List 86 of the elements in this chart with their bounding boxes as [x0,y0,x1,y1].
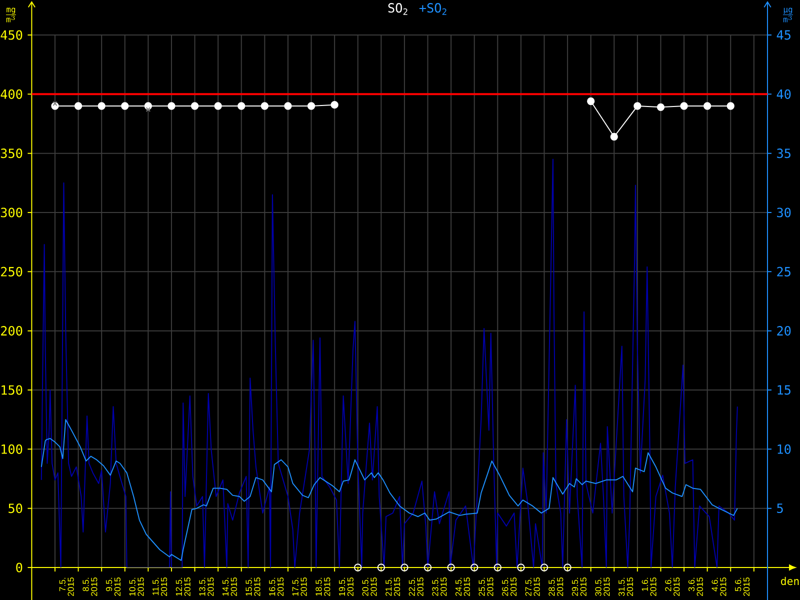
x-tick-label: 31.5. 2015 [618,577,634,596]
point [447,564,455,572]
point [634,102,642,110]
point [284,102,292,110]
x-tick-label: 13.5. 2015 [199,577,214,596]
y2-tick-label: 30 [777,208,791,218]
y-tick-label: 50 [8,504,22,514]
y2-tick-label: 45 [776,30,790,40]
point [470,564,478,572]
x-tick-label: 16.5. 2015 [269,577,284,596]
x-tick-label: 5.6. 2015 [735,577,750,596]
y2-axis-title: $\frac{\mathrm{µg}}{\mathrm{m}^{3}}$ [783,8,794,22]
y2-tick-label: 35 [777,148,790,158]
y-tick-label: 150 [2,385,22,395]
x-tick-label: 30.5. 2015 [595,577,610,596]
point [330,100,338,109]
point [121,102,129,110]
x-tick-label: 14.5. 2015 [222,577,237,596]
y2-tick-label: 10 [778,444,791,454]
y2-tick-label: 25 [777,266,790,276]
y2-tick-label: 15 [778,385,790,395]
point [587,97,595,106]
point [74,102,82,110]
point [400,564,408,572]
x-tick-label: 11.5. 2015 [152,577,168,596]
y2-tick-label: 20 [777,326,791,336]
x-tick-label: 24.5. 2015 [455,577,470,596]
y-tick-label: 450 [0,30,22,40]
point [494,564,502,572]
point [214,102,222,110]
point [424,564,432,572]
x-tick-label: 23.5. 2015 [432,577,447,596]
point [517,564,525,572]
x-tick-label: 21.5. 2015 [386,577,400,596]
x-tick-label: 27.5. 2015 [525,577,540,596]
point [307,102,316,110]
y-tick-label: 250 [1,266,22,276]
point [377,564,385,572]
line-series [40,158,738,568]
point [540,564,548,572]
point [168,102,176,110]
x-tick-label: 22.5. 2015 [408,577,424,596]
x-tick-label: 25.5. 2015 [478,577,494,596]
point [680,102,688,110]
x-tick-label: 19.5. 2015 [338,577,354,596]
x-axis-title: den [781,576,799,586]
y-tick-label: 100 [2,444,22,454]
x-tick-label: 3.6. 2015 [688,577,703,596]
point [98,102,106,110]
x-tick-label: 17.5. 2015 [292,577,307,596]
x-tick-label: 12.5. 2015 [176,577,190,596]
x-tick-label: 10.5. 2015 [129,577,144,596]
y-tick-label: 300 [0,208,22,218]
y-tick-label: 200 [1,326,22,336]
y-tick-label: 0 [16,562,22,572]
point [726,102,734,110]
x-tick-label: 20.5. 2015 [362,577,377,596]
x-tick-label: 26.5. 2015 [502,577,517,596]
point [564,564,572,572]
point [656,103,665,112]
text: +SO$_{2}$ [419,3,446,15]
point [610,132,618,141]
y2-tick-label: 40 [776,89,791,99]
x-tick-label: 2.6. 2015 [665,577,680,596]
line-series [40,419,738,561]
x-tick-label: 15.5. 2015 [246,577,260,596]
point [260,102,269,110]
y-tick-label: 400 [0,89,22,99]
x-tick-label: 4.6. 2015 [712,577,726,596]
x-tick-label: 28.5. 2015 [548,577,564,596]
point [52,101,58,106]
point [354,564,362,572]
x-tick-label: 9.5. 2015 [106,577,121,596]
x-tick-label: 8.5. 2015 [82,577,98,596]
y2-tick-label: 5 [777,504,783,514]
x-tick-label: 7.5. 2015 [59,577,74,596]
y-axis-title: $\frac{\mathrm{mg}}{\mathrm{m}^{3}}$ [6,8,16,22]
y-tick-label: 350 [0,148,22,158]
text: SO$_{2}$ [388,3,408,15]
x-tick-label: 1.6. 2015 [642,577,656,596]
point [703,102,712,110]
point [238,102,246,110]
point [190,102,199,110]
x-tick-label: 29.5. 2015 [572,577,586,596]
x-tick-label: 18.5. 2015 [316,577,330,596]
point [146,107,151,112]
